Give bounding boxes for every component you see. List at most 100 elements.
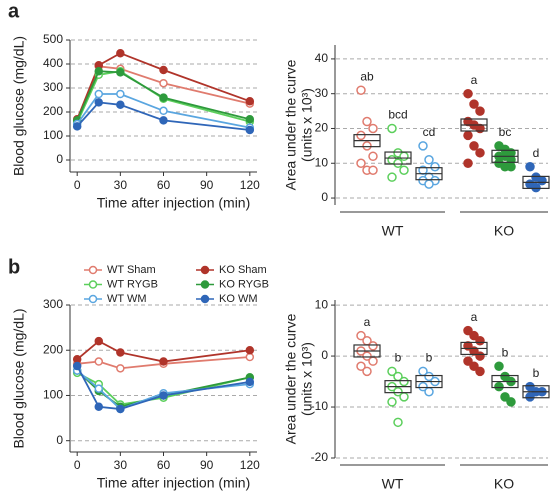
annotation: a — [364, 315, 371, 329]
data-point — [356, 330, 366, 341]
data-point — [72, 122, 82, 131]
x-tick-label: 60 — [157, 178, 171, 192]
data-point — [537, 175, 547, 186]
data-point — [362, 366, 372, 377]
data-point — [159, 106, 168, 116]
legend-marker — [200, 280, 210, 289]
data-point — [245, 114, 255, 124]
data-point — [245, 352, 255, 362]
legend-marker — [200, 294, 210, 304]
legend-marker — [88, 294, 98, 304]
annotation: b — [395, 351, 402, 365]
annotation: d — [533, 146, 540, 160]
x-tick-label: 120 — [240, 458, 260, 472]
y-tick-label: 200 — [43, 104, 63, 118]
x-tick-label: 0 — [74, 458, 81, 472]
y-tick-label: 0 — [56, 152, 63, 166]
data-point — [424, 371, 434, 382]
data-point — [368, 151, 378, 162]
x-tick-label: 120 — [240, 178, 260, 192]
x-tick-label: 0 — [74, 178, 81, 192]
annotation: ab — [360, 69, 374, 83]
data-point — [72, 355, 82, 364]
data-point — [525, 392, 535, 402]
data-point — [159, 93, 168, 102]
data-point — [424, 179, 434, 189]
x-tick-label: 90 — [200, 178, 214, 192]
annotation: b — [502, 345, 509, 359]
data-point — [245, 96, 255, 106]
panel-label: b — [8, 256, 20, 278]
data-point — [362, 116, 372, 127]
data-point — [94, 98, 104, 107]
data-point — [94, 89, 104, 99]
group-label: KO — [494, 476, 514, 492]
annotation: a — [471, 310, 478, 324]
data-point — [463, 356, 473, 366]
group-label: WT — [382, 223, 404, 239]
data-point — [463, 325, 473, 336]
data-point — [356, 85, 366, 95]
data-point — [94, 336, 104, 346]
data-point — [116, 89, 125, 99]
annotation: cd — [423, 125, 436, 139]
data-point — [393, 417, 403, 428]
y-axis-label: Area under the curve — [283, 59, 299, 190]
data-point — [94, 384, 104, 393]
data-point — [94, 402, 104, 412]
data-point — [387, 397, 397, 407]
y-axis-label: Blood glucose (mg/dL) — [11, 36, 27, 176]
data-point — [463, 130, 473, 141]
legend-marker — [88, 280, 98, 289]
data-point — [72, 361, 82, 371]
data-point — [368, 356, 378, 366]
data-point — [245, 377, 255, 387]
data-point — [116, 68, 125, 77]
data-point — [531, 182, 541, 193]
data-point — [159, 78, 168, 88]
data-point — [469, 361, 479, 372]
data-point — [362, 351, 372, 361]
data-point — [94, 66, 104, 76]
y-tick-label: 200 — [43, 342, 63, 356]
data-point — [387, 123, 397, 134]
data-point — [362, 141, 372, 151]
data-point — [475, 148, 485, 158]
y-tick-label: 400 — [43, 56, 63, 70]
data-point — [393, 158, 403, 169]
legend-label: WT Sham — [107, 264, 156, 276]
annotation: a — [471, 73, 478, 87]
data-point — [159, 357, 168, 366]
y-tick-label: 300 — [43, 80, 63, 94]
data-point — [418, 381, 428, 392]
group-label: WT — [382, 476, 404, 492]
x-tick-label: 90 — [200, 458, 214, 472]
y-tick-label: 0 — [321, 190, 328, 204]
data-point — [159, 116, 168, 125]
data-point — [159, 391, 168, 400]
data-point — [506, 397, 516, 407]
data-point — [494, 361, 504, 372]
data-point — [469, 99, 479, 109]
data-point — [525, 381, 535, 392]
group-label: KO — [494, 223, 514, 239]
data-point — [399, 376, 409, 387]
y-axis-label: (units x 10³) — [299, 88, 315, 162]
legend-label: KO WM — [219, 293, 258, 305]
y-tick-label: 40 — [315, 51, 329, 65]
y-tick-label: 500 — [43, 32, 63, 46]
annotation: b — [533, 366, 540, 380]
data-point — [500, 371, 510, 382]
y-axis-label: Blood glucose (mg/dL) — [11, 308, 27, 448]
data-point — [116, 348, 125, 357]
data-point — [500, 392, 510, 402]
data-point — [399, 151, 409, 162]
data-point — [94, 357, 104, 366]
annotation: bcd — [388, 108, 407, 122]
data-point — [475, 106, 485, 116]
y-tick-label: 300 — [43, 297, 63, 311]
data-point — [418, 141, 428, 151]
data-point — [368, 341, 378, 351]
x-axis-label: Time after injection (min) — [97, 195, 251, 211]
